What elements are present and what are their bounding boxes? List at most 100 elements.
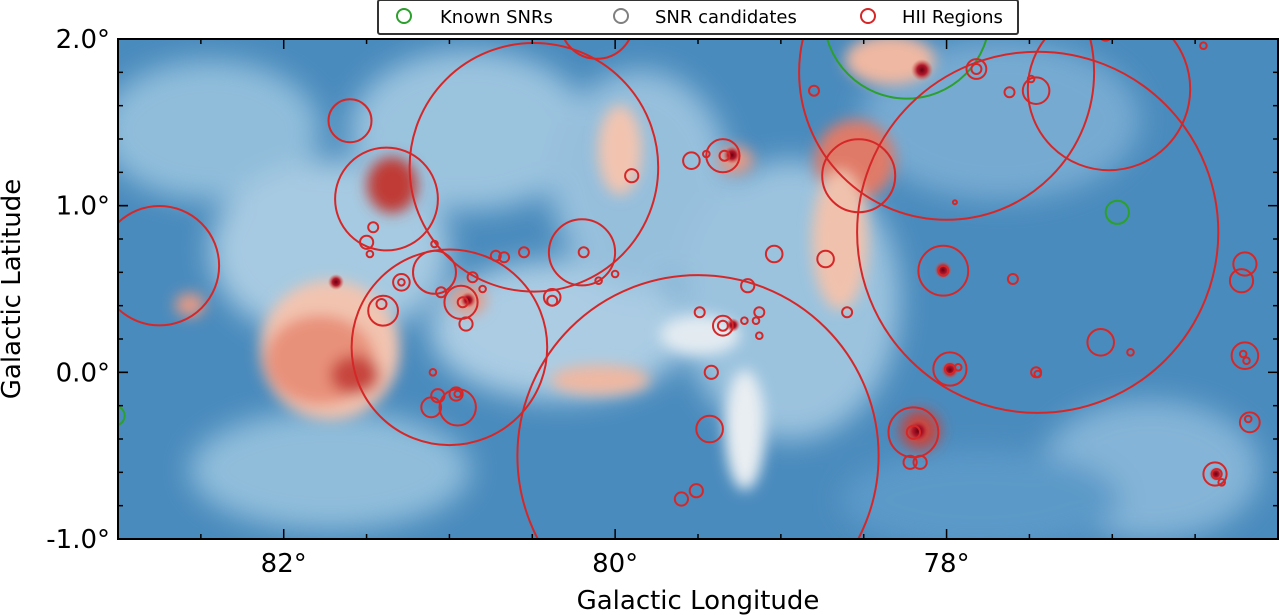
hii-region-marker-91 [1202,461,1228,487]
hii-region-marker-72 [905,424,922,440]
known-snr-marker-0 [826,39,988,100]
hii-region-marker-11 [397,278,406,287]
hii-region-marker-61 [970,63,983,75]
legend-marker-snr-candidates [613,8,629,24]
hii-region-marker-54 [688,483,704,499]
hii-region-marker-81 [1199,41,1208,51]
hii-region-marker-87 [1238,349,1248,359]
legend-box [377,0,1019,35]
legend-label-snr-candidates: SNR candidates [655,7,797,28]
hii-region-marker-84 [1232,251,1258,277]
hii-region-marker-63 [951,199,958,206]
y-tick-label: 1.0° [56,192,110,222]
hii-region-marker-45 [693,306,706,319]
axis-ticks: 82° 80° 78° 2.0° 1.0° 0.0° -1.0° [46,25,1278,579]
hii-region-marker-76 [1033,369,1042,379]
hii-region-marker-28 [594,276,603,286]
hii-region-marker-83 [1126,348,1135,357]
hii-region-marker-44 [716,319,729,332]
hii-region-marker-51 [703,364,719,380]
hii-region-marker-20 [489,249,502,262]
hii-region-marker-0 [118,205,221,327]
hii-region-marker-73 [902,454,918,470]
hii-region-marker-2 [375,298,388,310]
hii-region-marker-90 [1243,414,1253,424]
hii-region-marker-66 [937,264,950,277]
hii-region-marker-6 [334,146,439,252]
hii-region-marker-79 [1026,74,1036,84]
hii-region-marker-67 [932,351,968,387]
y-axis-label: Galactic Latitude [0,179,27,400]
y-tick-label: 2.0° [56,25,110,55]
hii-region-marker-49 [755,331,764,341]
hii-region-marker-18 [466,271,479,284]
hii-region-marker-82 [1086,328,1115,357]
legend: Known SNRs SNR candidates HII Regions [377,0,1019,35]
hii-region-marker-7 [412,249,457,295]
hii-region-marker-26 [546,294,559,307]
x-tick-label: 82° [261,549,307,579]
hii-region-marker-65 [917,244,970,297]
hii-region-marker-80 [1099,39,1112,42]
hii-region-marker-69 [953,363,963,372]
hii-region-marker-40 [705,138,741,174]
hii-region-marker-36 [453,389,463,399]
hii-region-marker-16 [456,296,469,309]
hii-region-marker-33 [420,396,443,419]
hii-region-marker-4 [408,42,660,293]
y-tick-label: 0.0° [56,358,110,388]
hii-region-marker-19 [478,284,487,294]
hii-region-marker-70 [1006,273,1019,285]
emission-structures [175,39,940,490]
hii-region-marker-17 [458,316,474,332]
hii-region-marker-52 [695,414,724,444]
plot-area [118,39,1278,539]
x-tick-label: 80° [592,549,638,579]
hii-region-marker-8 [435,286,448,299]
hii-region-marker-9 [430,239,439,249]
hii-region-marker-21 [498,251,511,264]
hii-region-marker-37 [516,274,880,539]
hii-region-marker-77 [1026,39,1192,172]
known-snr-marker-1 [1104,199,1130,225]
hii-region-marker-35 [448,386,464,402]
y-tick-label: -1.0° [46,525,110,555]
hii-region-marker-50 [764,244,784,264]
hii-region-marker-48 [751,316,761,326]
x-axis-label: Galactic Longitude [577,586,820,615]
hii-region-marker-47 [753,306,766,319]
hii-region-marker-31 [428,368,438,377]
hii-region-marker-53 [673,491,690,507]
hii-region-marker-92 [1210,468,1223,480]
legend-marker-known-snrs [396,8,412,24]
hii-region-marker-59 [798,39,1096,221]
hii-region-marker-12 [367,221,380,234]
hii-region-marker-46 [740,278,756,294]
hii-region-marker-29 [563,39,631,60]
hii-region-marker-24 [577,246,590,259]
hii-region-marker-13 [359,234,375,250]
hii-region-marker-57 [816,249,835,269]
x-tick-label: 78° [924,549,970,579]
hii-region-marker-55 [808,84,820,97]
region-markers [118,39,1261,539]
hii-region-marker-86 [1230,341,1260,371]
hii-region-marker-64 [1003,86,1016,99]
hii-region-marker-22 [518,246,530,259]
hii-region-marker-93 [1217,478,1226,487]
legend-marker-hii-regions [860,8,876,24]
hii-region-marker-3 [350,248,549,447]
hii-region-marker-10 [392,273,411,292]
hii-region-marker-41 [718,149,731,162]
hii-region-marker-38 [682,151,701,170]
hii-region-marker-27 [610,269,620,279]
known-snr-marker-2 [118,405,126,427]
hii-region-marker-60 [965,58,988,80]
hii-region-marker-88 [1242,356,1251,366]
hii-region-marker-34 [438,388,477,427]
hii-region-marker-42 [740,316,749,326]
hii-region-marker-56 [841,306,854,319]
hii-region-marker-1 [367,294,400,327]
hii-region-marker-89 [1238,411,1261,434]
